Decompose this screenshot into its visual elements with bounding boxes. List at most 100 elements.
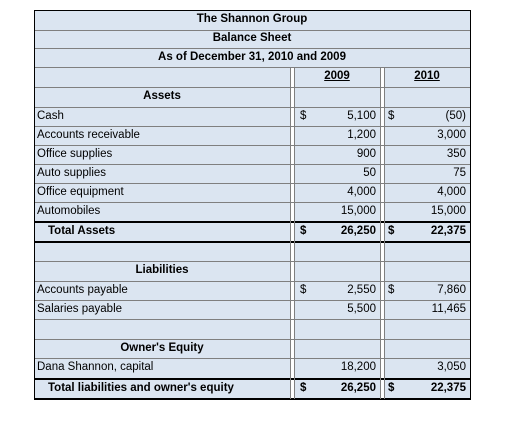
currency-symbol-2010: $ (388, 283, 395, 296)
value-2010: 22,375 (430, 381, 466, 394)
sheet-border-left (34, 10, 35, 399)
grid-line-h (34, 319, 470, 320)
currency-symbol-2009: $ (300, 224, 307, 237)
currency-symbol-2010: $ (388, 109, 395, 122)
value-cell-empty (384, 87, 470, 107)
value-2009: 26,250 (340, 381, 376, 394)
value-cell-2009 (294, 164, 380, 183)
year-row-blank (34, 67, 290, 87)
value-2010: 3,000 (437, 128, 466, 141)
grid-line-h (34, 358, 470, 359)
company-name: The Shannon Group (34, 10, 470, 30)
grid-line-h (34, 126, 470, 127)
row-label: Total liabilities and owner's equity (34, 378, 290, 399)
value-cell-empty (294, 261, 380, 281)
value-2010: 15,000 (430, 204, 466, 217)
value-2010: 11,465 (431, 302, 466, 315)
value-cell-2009 (294, 145, 380, 164)
row-label: Cash (34, 107, 290, 126)
value-cell-2010 (384, 107, 470, 126)
value-cell-empty (384, 319, 470, 339)
value-2010: 22,375 (430, 224, 466, 237)
row-label: Accounts receivable (34, 126, 290, 145)
value-2009: 50 (363, 166, 376, 179)
value-2009: 5,500 (347, 302, 376, 315)
value-cell-empty (294, 339, 380, 358)
value-cell-empty (384, 242, 470, 261)
value-cell-2010 (384, 164, 470, 183)
grid-line-h (34, 87, 470, 88)
grid-line-h (34, 202, 470, 203)
grid-line-h (34, 145, 470, 146)
value-2010: 3,050 (437, 361, 466, 374)
value-cell-2010 (384, 183, 470, 202)
row-label: Salaries payable (34, 300, 290, 319)
value-cell-2010 (384, 202, 470, 221)
blank-row (34, 242, 290, 261)
value-cell-empty (384, 261, 470, 281)
grid-line-h (34, 164, 470, 165)
blank-row (34, 319, 290, 339)
value-2010: 75 (453, 166, 466, 179)
value-2009: 26,250 (340, 224, 376, 237)
value-2010: (50) (445, 109, 466, 122)
value-cell-2009 (294, 107, 380, 126)
currency-symbol-2010: $ (388, 224, 395, 237)
value-2009: 5,100 (347, 109, 376, 122)
column-header-2009: 2009 (294, 67, 380, 87)
value-cell-2009 (294, 378, 380, 399)
value-cell-2010 (384, 358, 470, 378)
value-2010: 4,000 (437, 185, 466, 198)
grid-line-h (34, 67, 470, 68)
row-label: Accounts payable (34, 281, 290, 300)
value-2009: 15,000 (340, 204, 376, 217)
value-cell-empty (384, 339, 470, 358)
column-divider (290, 67, 291, 399)
currency-symbol-2009: $ (300, 109, 307, 122)
row-label: Office supplies (34, 145, 290, 164)
value-cell-2010 (384, 221, 470, 242)
value-cell-2010 (384, 300, 470, 319)
section-heading-liabilities: Liabilities (34, 261, 290, 281)
column-divider (384, 67, 385, 399)
row-label: Dana Shannon, capital (34, 358, 290, 378)
value-2009: 900 (356, 147, 376, 160)
value-cell-2010 (384, 378, 470, 399)
currency-symbol-2009: $ (300, 381, 307, 394)
value-cell-2009 (294, 300, 380, 319)
value-cell-2010 (384, 126, 470, 145)
value-cell-2009 (294, 202, 380, 221)
value-2009: 18,200 (340, 361, 376, 374)
sheet-border-right (470, 10, 471, 400)
grid-line-h (34, 183, 470, 184)
value-cell-2010 (384, 281, 470, 300)
value-cell-2010 (384, 145, 470, 164)
row-label: Auto supplies (34, 164, 290, 183)
grid-line-h (34, 300, 470, 301)
row-label: Automobiles (34, 202, 290, 221)
total-rule-top (34, 221, 470, 223)
value-cell-empty (294, 242, 380, 261)
currency-symbol-2010: $ (388, 381, 395, 394)
column-header-2010: 2010 (384, 67, 470, 87)
currency-symbol-2009: $ (300, 283, 307, 296)
grid-line-h (34, 30, 470, 31)
grid-line-h (34, 107, 470, 108)
value-2009: 1,200 (347, 128, 376, 141)
value-cell-2009 (294, 221, 380, 242)
value-2009: 4,000 (347, 185, 376, 198)
row-label: Office equipment (34, 183, 290, 202)
total-rule-bottom (34, 241, 470, 243)
value-cell-2009 (294, 281, 380, 300)
column-divider (294, 67, 295, 399)
value-cell-empty (294, 87, 380, 107)
grid-line-h (34, 261, 470, 262)
value-cell-2009 (294, 126, 380, 145)
grid-line-h (34, 281, 470, 282)
grid-line-h (34, 339, 470, 340)
statement-title: Balance Sheet (34, 30, 470, 48)
row-label: Total Assets (34, 221, 290, 242)
section-heading-equity: Owner's Equity (34, 339, 290, 358)
value-2010: 7,860 (437, 283, 466, 296)
value-2010: 350 (446, 147, 466, 160)
